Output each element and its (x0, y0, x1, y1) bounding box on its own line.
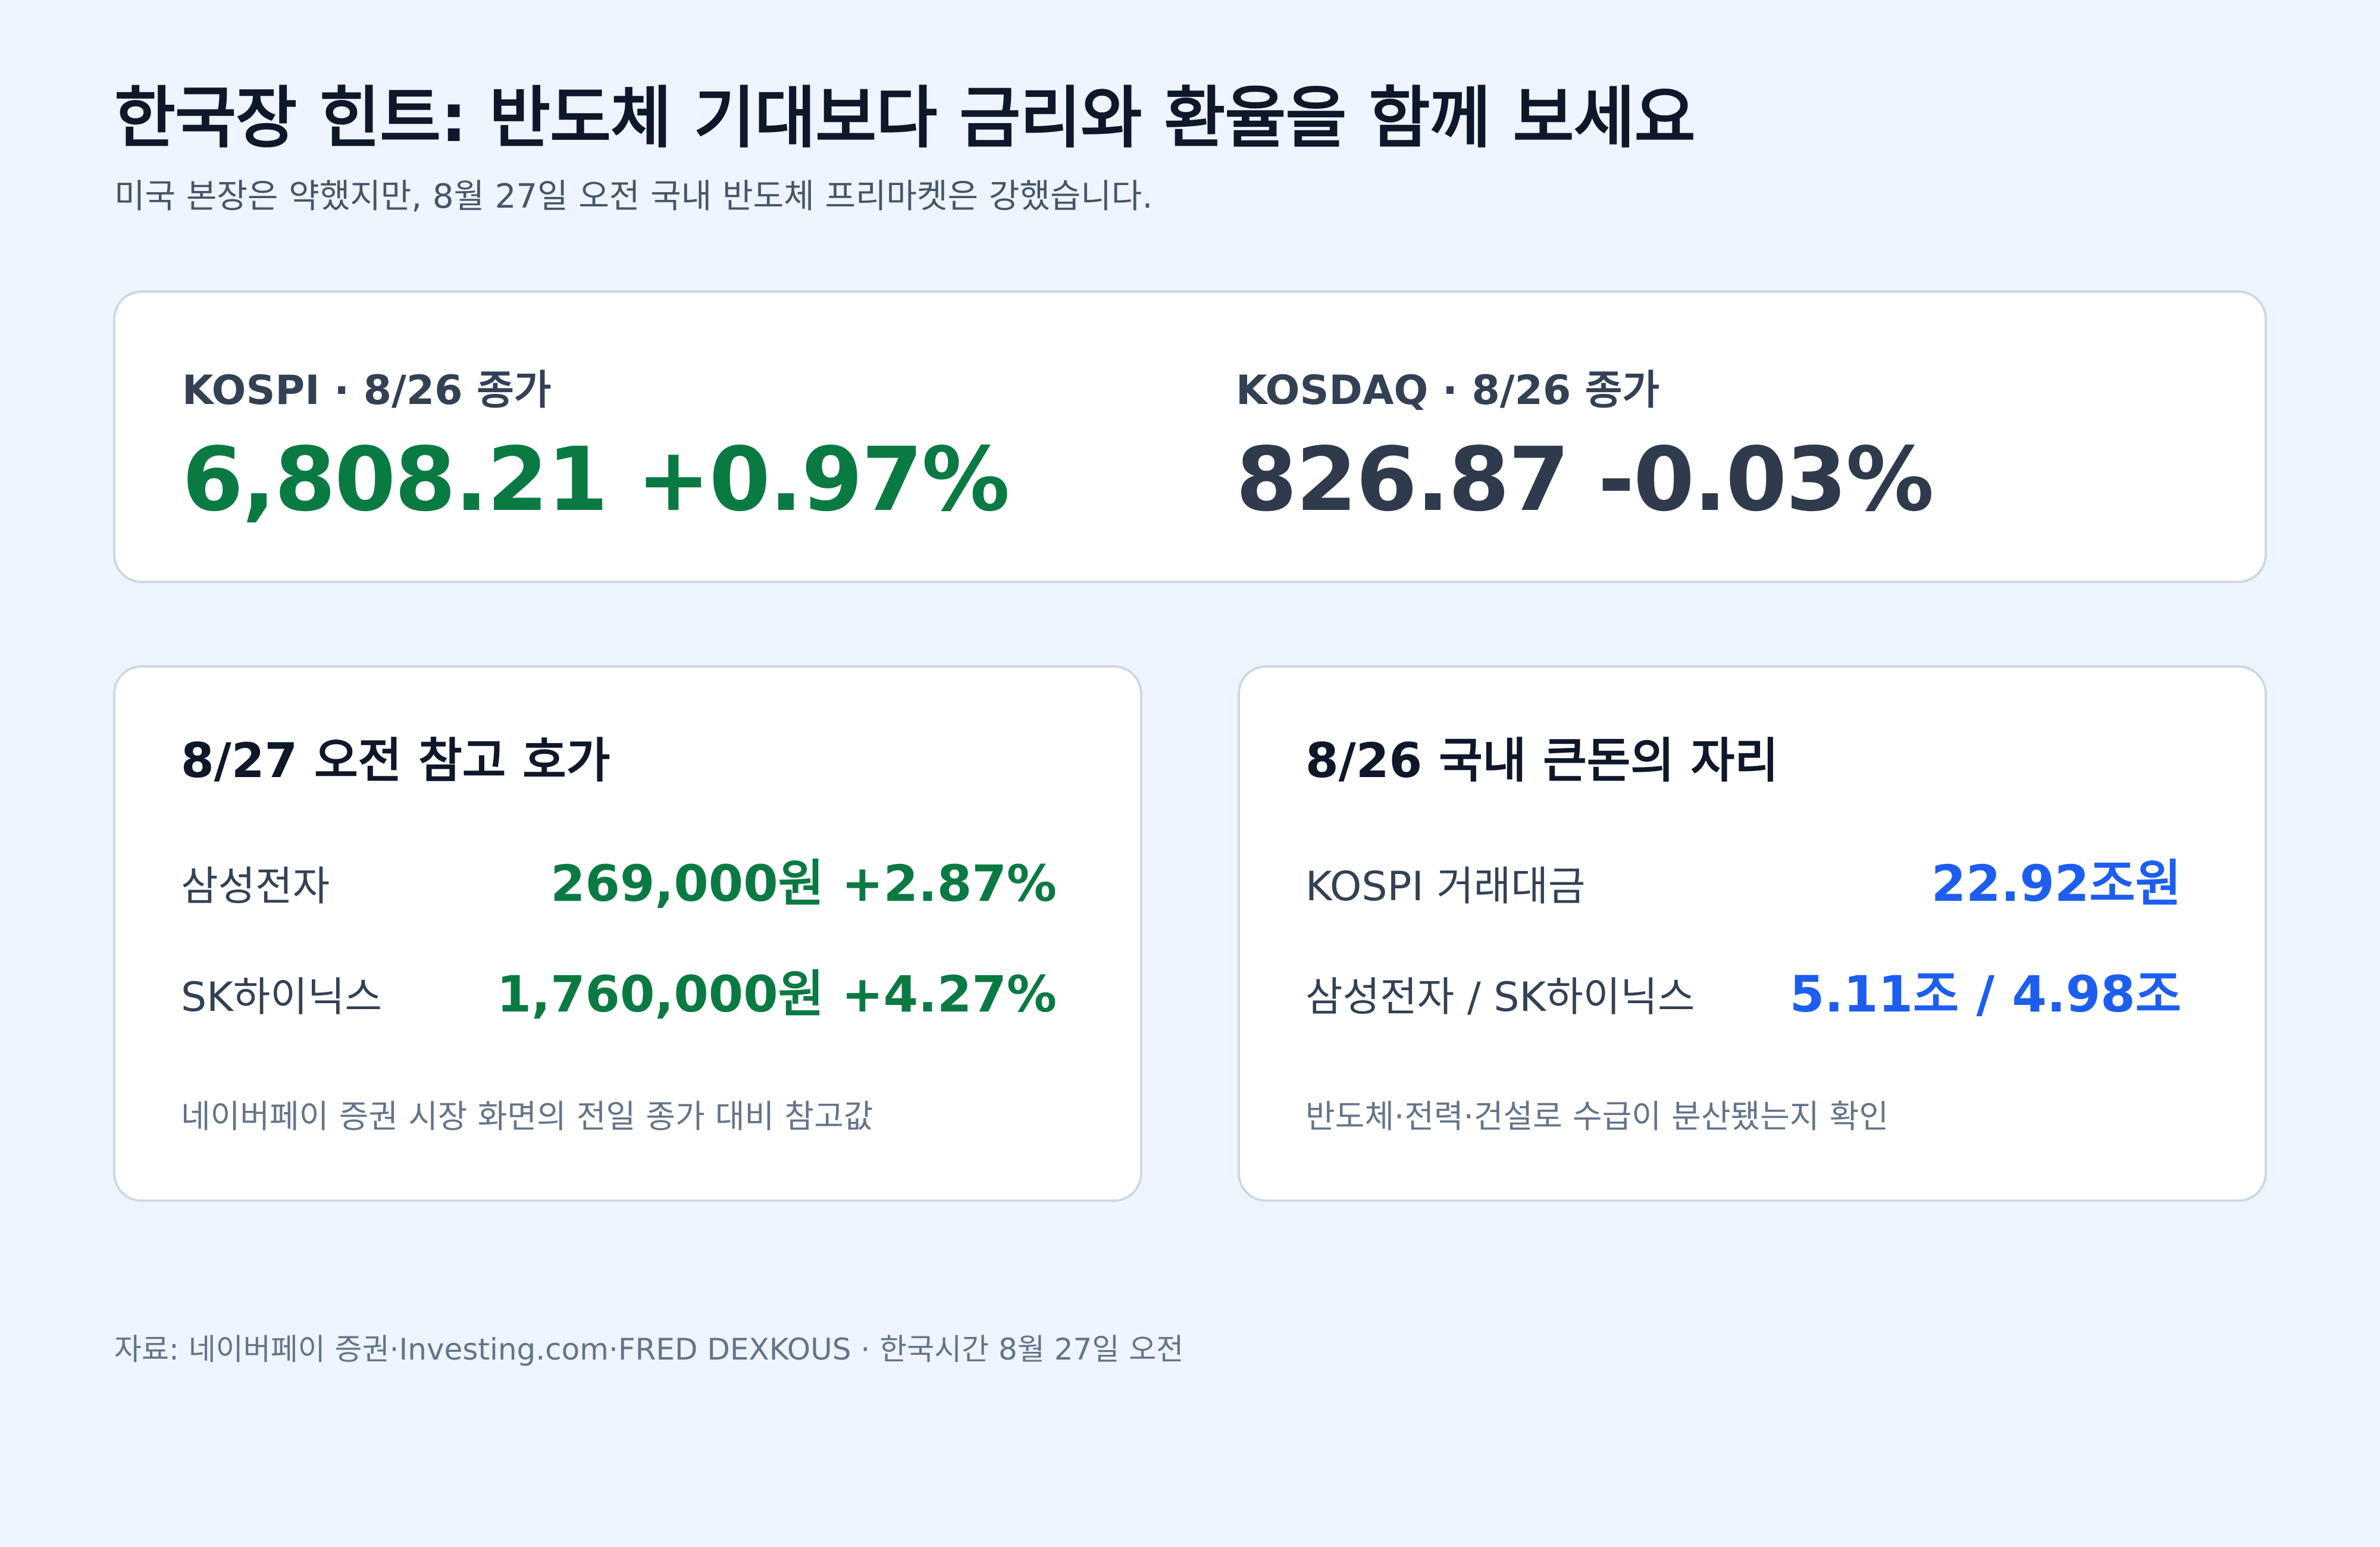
premarket-card: 8/27 오전 참고 호가 삼성전자 269,000원 +2.87% SK하이닉… (113, 665, 1142, 1202)
big-money-card: 8/26 국내 큰돈의 자리 KOSPI 거래대금 22.92조원 삼성전자 /… (1238, 665, 2267, 1202)
skhynix-value: 1,760,000원 +4.27% (496, 965, 1057, 1023)
source-footer: 자료: 네이버페이 증권·Investing.com·FRED DEXKOUS … (114, 1332, 1184, 1367)
samsung-value: 269,000원 +2.87% (550, 854, 1057, 913)
big-money-note: 반도체·전력·건설로 수급이 분산됐는지 확인 (1305, 1098, 1889, 1135)
page-subtitle: 미국 본장은 약했지만, 8월 27일 오전 국내 반도체 프리마켓은 강했습니… (114, 177, 1153, 216)
stock-turnover-value: 5.11조 / 4.98조 (1789, 965, 2181, 1023)
big-money-title: 8/26 국내 큰돈의 자리 (1305, 733, 1778, 788)
skhynix-label: SK하이닉스 (181, 974, 382, 1021)
kospi-label: KOSPI · 8/26 종가 (182, 367, 552, 414)
kospi-turnover-value: 22.92조원 (1931, 854, 2181, 913)
premarket-note: 네이버페이 증권 시장 화면의 전일 종가 대비 참고값 (181, 1098, 873, 1135)
page-title: 한국장 힌트: 반도체 기대보다 금리와 환율을 함께 보세요 (114, 80, 1696, 157)
kospi-value: 6,808.21 +0.97% (182, 428, 1010, 531)
kosdaq-value: 826.87 -0.03% (1236, 428, 1934, 531)
stock-turnover-label: 삼성전자 / SK하이닉스 (1305, 974, 1695, 1021)
kospi-turnover-label: KOSPI 거래대금 (1305, 863, 1586, 910)
premarket-title: 8/27 오전 참고 호가 (181, 733, 610, 788)
index-summary-card: KOSPI · 8/26 종가 6,808.21 +0.97% KOSDAQ ·… (113, 290, 2267, 583)
samsung-label: 삼성전자 (181, 863, 330, 910)
kosdaq-label: KOSDAQ · 8/26 종가 (1236, 367, 1660, 414)
